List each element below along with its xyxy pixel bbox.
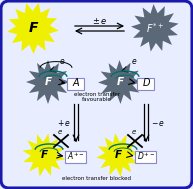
Text: $F^{*+}$: $F^{*+}$ (146, 21, 164, 35)
Polygon shape (26, 60, 70, 104)
Text: F: F (28, 21, 38, 35)
Text: electron transfer
favourable: electron transfer favourable (74, 92, 120, 102)
Polygon shape (98, 60, 142, 104)
Text: F: F (114, 150, 122, 160)
Polygon shape (22, 133, 66, 177)
Text: $e$: $e$ (57, 128, 63, 136)
Text: $D^{+-}$: $D^{+-}$ (137, 151, 155, 162)
Text: $\pm\,e$: $\pm\,e$ (92, 16, 108, 26)
Text: F: F (116, 77, 124, 87)
Text: D: D (142, 78, 150, 88)
Text: $A^{+-}$: $A^{+-}$ (67, 151, 85, 162)
Text: A: A (73, 78, 79, 88)
Polygon shape (131, 4, 179, 52)
Polygon shape (96, 133, 140, 177)
FancyBboxPatch shape (135, 150, 157, 163)
FancyBboxPatch shape (65, 150, 86, 163)
Polygon shape (7, 3, 59, 54)
Text: $e$: $e$ (131, 57, 137, 67)
Text: F: F (44, 77, 52, 87)
Text: $e$: $e$ (131, 128, 137, 136)
Text: F: F (41, 150, 47, 160)
Text: $+\,e$: $+\,e$ (57, 118, 71, 128)
Text: $-\,e$: $-\,e$ (151, 119, 165, 128)
FancyBboxPatch shape (137, 77, 155, 90)
FancyBboxPatch shape (1, 1, 192, 188)
FancyBboxPatch shape (68, 77, 85, 90)
Text: $e$: $e$ (59, 57, 65, 67)
Text: electron transfer blocked: electron transfer blocked (63, 176, 131, 180)
